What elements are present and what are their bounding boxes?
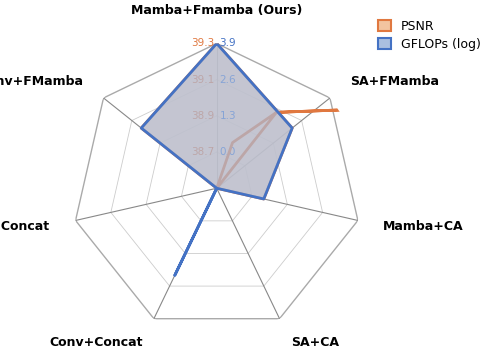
Text: Mamba+Fmamba (Ours): Mamba+Fmamba (Ours) [131, 4, 302, 17]
Text: 39.1: 39.1 [191, 75, 214, 85]
Text: 2.6: 2.6 [220, 75, 236, 85]
Text: 3.9: 3.9 [220, 38, 236, 49]
Text: 38.7: 38.7 [191, 147, 214, 157]
Text: SA+CA: SA+CA [291, 336, 339, 349]
Text: SA+FMamba: SA+FMamba [350, 75, 439, 88]
Text: Mamba+CA: Mamba+CA [384, 220, 464, 233]
Text: 39.3: 39.3 [191, 38, 214, 49]
Polygon shape [141, 43, 292, 199]
Text: 38.9: 38.9 [191, 111, 214, 121]
Text: Conv+Concat: Conv+Concat [49, 336, 143, 349]
Text: 0.0: 0.0 [220, 147, 236, 157]
Polygon shape [141, 43, 292, 275]
Text: Conv+FMamba: Conv+FMamba [0, 75, 83, 88]
Legend: PSNR, GFLOPs (log): PSNR, GFLOPs (log) [373, 15, 485, 56]
Text: Mamba+Concat: Mamba+Concat [0, 220, 50, 233]
Text: 1.3: 1.3 [220, 111, 236, 121]
